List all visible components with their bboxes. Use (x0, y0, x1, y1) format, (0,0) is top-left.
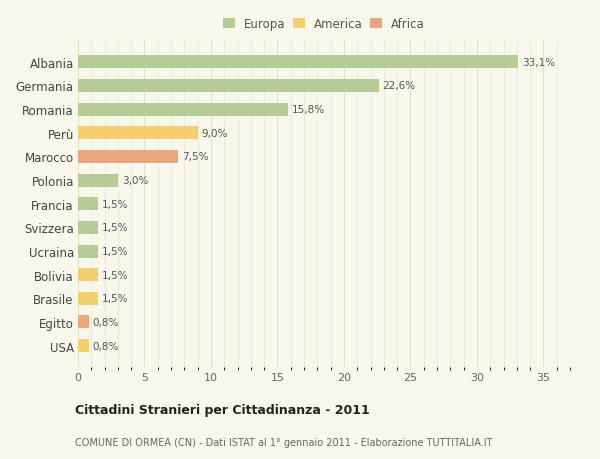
Text: Cittadini Stranieri per Cittadinanza - 2011: Cittadini Stranieri per Cittadinanza - 2… (75, 403, 370, 416)
Text: 0,8%: 0,8% (92, 317, 119, 327)
Text: 1,5%: 1,5% (102, 294, 128, 304)
Bar (78, 221, 98, 235)
Bar (78, 269, 98, 281)
Text: 1,5%: 1,5% (102, 270, 128, 280)
Text: 1,5%: 1,5% (102, 199, 128, 209)
Bar (78, 316, 89, 329)
Text: 3,0%: 3,0% (122, 176, 148, 185)
Text: 7,5%: 7,5% (182, 152, 208, 162)
Text: 33,1%: 33,1% (522, 58, 555, 67)
Legend: Europa, America, Africa: Europa, America, Africa (223, 18, 425, 31)
Bar (78, 339, 89, 353)
Bar (78, 245, 98, 258)
Text: COMUNE DI ORMEA (CN) - Dati ISTAT al 1° gennaio 2011 - Elaborazione TUTTITALIA.I: COMUNE DI ORMEA (CN) - Dati ISTAT al 1° … (75, 437, 493, 447)
Text: 9,0%: 9,0% (202, 129, 228, 139)
Bar (78, 56, 518, 69)
Text: 1,5%: 1,5% (102, 223, 128, 233)
Bar (78, 174, 118, 187)
Bar (78, 151, 178, 163)
Bar (78, 127, 197, 140)
Bar (78, 103, 288, 116)
Bar (78, 292, 98, 305)
Text: 0,8%: 0,8% (92, 341, 119, 351)
Text: 15,8%: 15,8% (292, 105, 325, 115)
Text: 1,5%: 1,5% (102, 246, 128, 257)
Bar (78, 80, 379, 93)
Bar (78, 198, 98, 211)
Text: 22,6%: 22,6% (383, 81, 416, 91)
